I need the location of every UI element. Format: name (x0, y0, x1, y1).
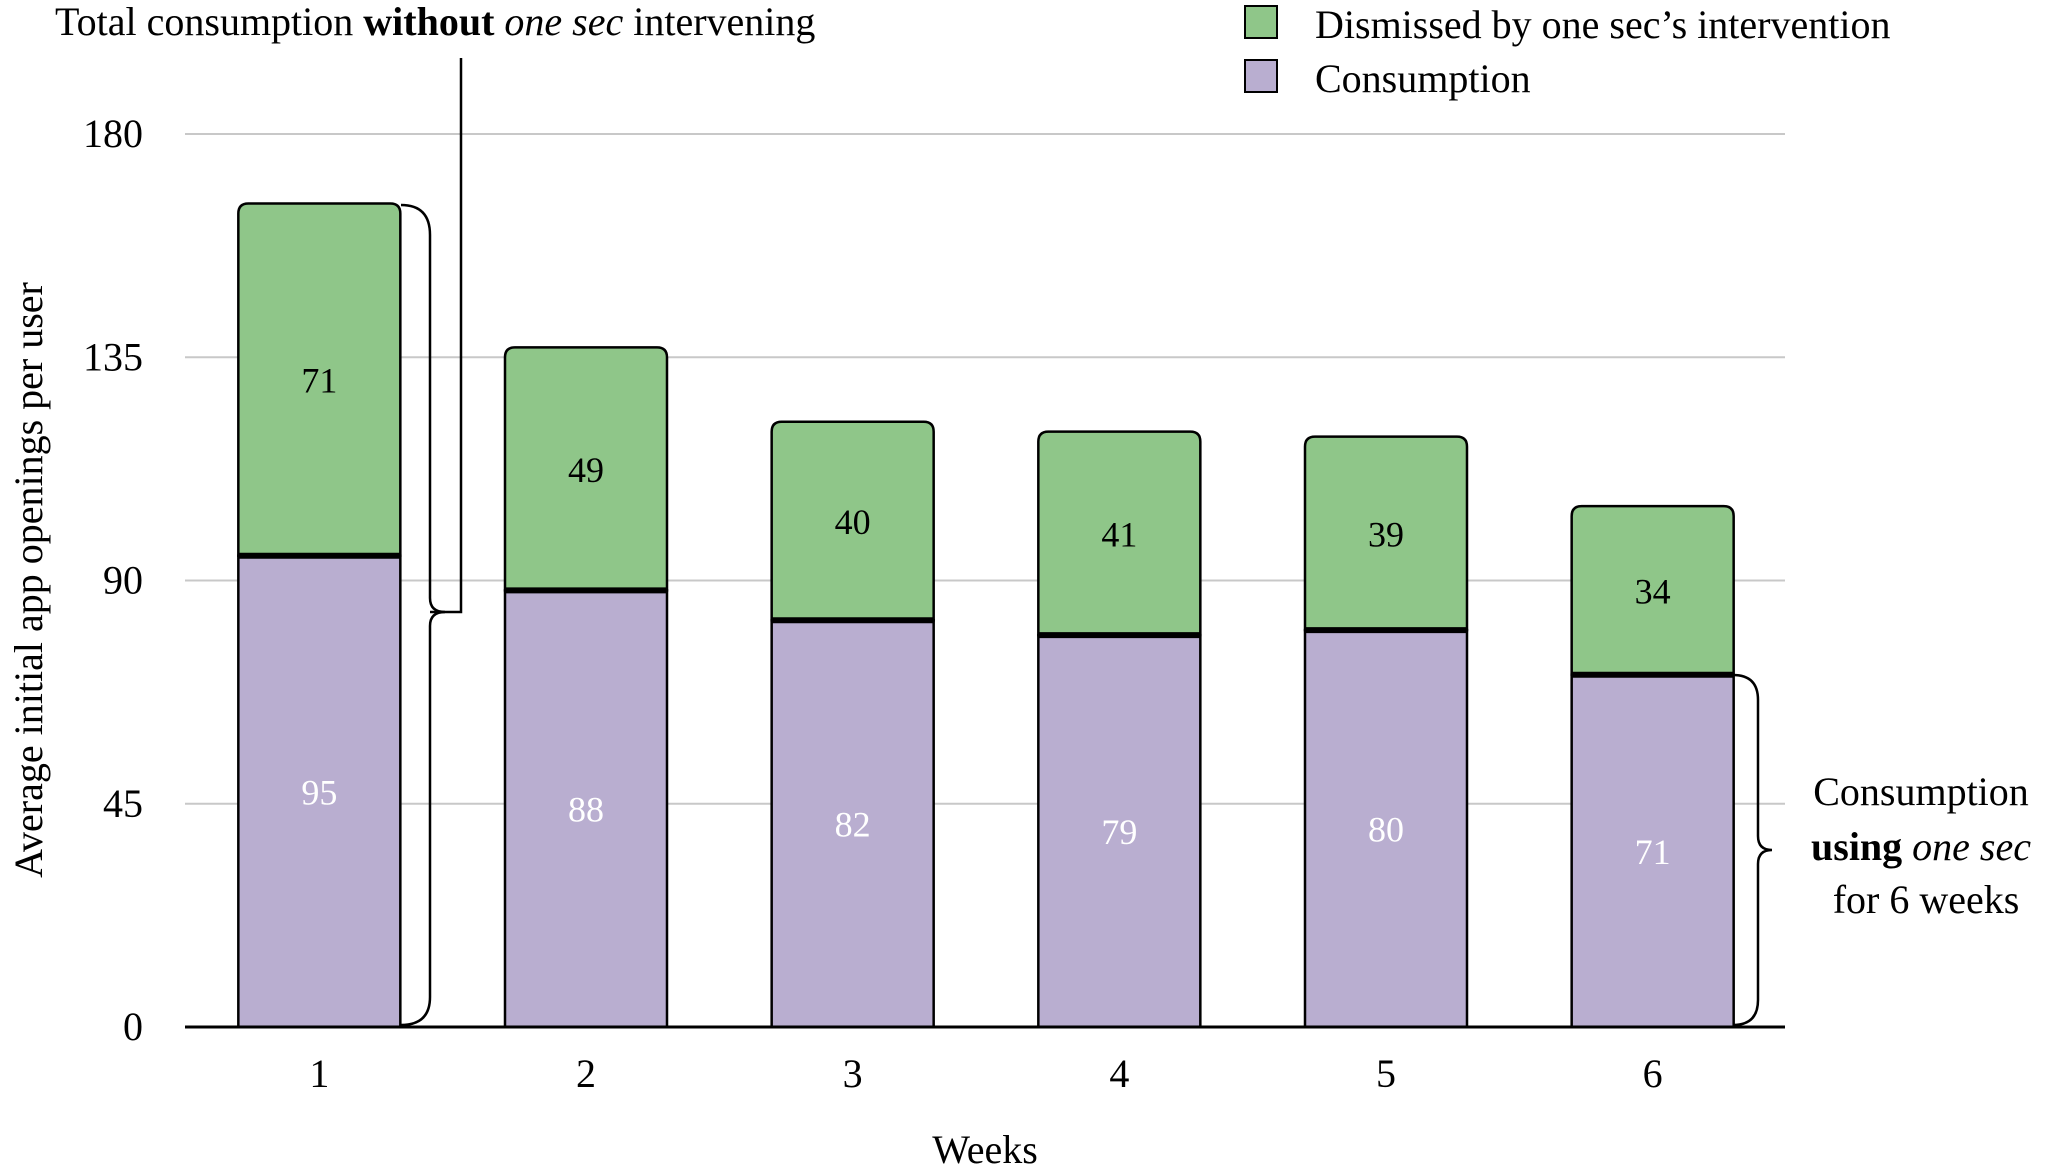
brace-week1-total (400, 203, 446, 1027)
data-label-dismissed: 39 (1368, 514, 1404, 554)
legend: Dismissed by one sec’s intervention Cons… (1244, 2, 1890, 101)
y-tick-label: 0 (123, 1004, 143, 1049)
bar-consumption (770, 618, 935, 1029)
bars: 71 95 49 88 40 82 41 79 39 80 34 71 (237, 202, 1735, 1029)
legend-label-consumption: Consumption (1315, 56, 1531, 101)
bar-consumption (503, 589, 669, 1029)
x-tick-label: 1 (309, 1051, 329, 1096)
data-label-dismissed: 41 (1101, 514, 1137, 554)
data-label-dismissed: 49 (568, 450, 604, 490)
y-tick-label: 45 (103, 781, 143, 826)
data-label-consumption: 79 (1101, 812, 1137, 852)
x-tick-label: 5 (1376, 1051, 1396, 1096)
data-label-dismissed: 71 (301, 361, 337, 401)
x-tick-label: 3 (843, 1051, 863, 1096)
data-label-dismissed: 40 (835, 502, 871, 542)
x-tick-label: 6 (1643, 1051, 1663, 1096)
data-label-consumption: 82 (835, 805, 871, 845)
y-tick-label: 180 (83, 111, 143, 156)
legend-swatch-consumption (1244, 59, 1278, 93)
bar-consumption (1570, 673, 1735, 1029)
bar-dismissed (1037, 430, 1202, 637)
gridlines (185, 133, 1785, 805)
data-label-consumption: 95 (301, 772, 337, 812)
y-tick-label: 135 (83, 334, 143, 379)
data-label-dismissed: 34 (1635, 571, 1671, 611)
bar-dismissed (1303, 435, 1469, 632)
x-tick-label: 2 (576, 1051, 596, 1096)
annotation-total-without: Total consumption without one sec interv… (55, 0, 815, 44)
legend-swatch-dismissed (1244, 5, 1278, 39)
brace-week6-consumption (1732, 673, 1773, 1027)
x-tick-label: 4 (1109, 1051, 1129, 1096)
bar-consumption (1303, 628, 1469, 1029)
bar-dismissed (1570, 504, 1735, 677)
data-label-consumption: 71 (1635, 832, 1671, 872)
bar-consumption (1037, 633, 1202, 1029)
legend-label-dismissed: Dismissed by one sec’s intervention (1315, 2, 1890, 47)
annotation-consumption-using: Consumption using one sec for 6 weeks (1811, 769, 2041, 922)
data-label-consumption: 88 (568, 790, 604, 830)
bar-dismissed (503, 346, 669, 592)
bar-consumption (237, 554, 402, 1029)
annotation-leader-line (430, 58, 463, 614)
bar-dismissed (770, 420, 935, 622)
y-axis-title: Average initial app openings per user (6, 282, 51, 878)
bar-dismissed (237, 202, 402, 557)
y-tick-label: 90 (103, 558, 143, 603)
x-axis-title: Weeks (932, 1127, 1038, 1170)
data-label-consumption: 80 (1368, 810, 1404, 850)
